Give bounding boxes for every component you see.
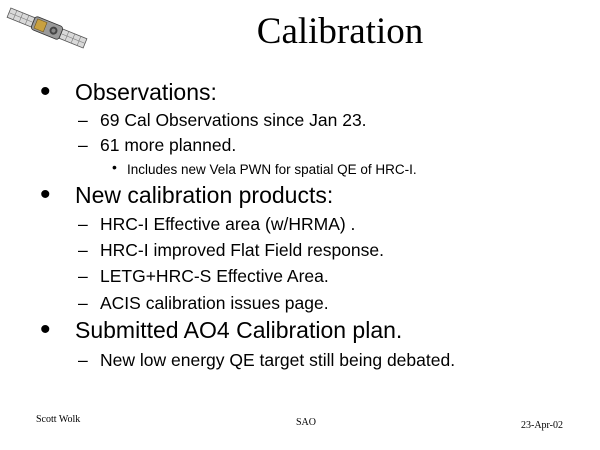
dash-6: – [78, 293, 88, 313]
dash-2: – [78, 135, 88, 155]
sub-list-item: Includes new Vela PWN for spatial QE of … [127, 162, 417, 177]
footer-date: 23-Apr-02 [521, 420, 564, 431]
bullet-3: • [40, 313, 51, 346]
footer-org: SAO [296, 417, 317, 428]
dash-1: – [78, 110, 88, 130]
section-heading-products: New calibration products: [75, 182, 334, 208]
sub-bullet: • [112, 159, 117, 175]
list-item: ACIS calibration issues page. [100, 293, 329, 313]
section-heading-ao4: Submitted AO4 Calibration plan. [75, 317, 403, 343]
list-item: LETG+HRC-S Effective Area. [100, 266, 329, 286]
list-item: HRC-I Effective area (w/HRMA) . [100, 214, 356, 234]
dash-3: – [78, 214, 88, 234]
bullet-1: • [40, 75, 51, 108]
list-item: 61 more planned. [100, 135, 237, 155]
footer-author: Scott Wolk [36, 414, 81, 425]
slide-title: Calibration [256, 11, 424, 52]
list-item: New low energy QE target still being deb… [100, 350, 456, 370]
dash-5: – [78, 266, 88, 286]
list-item: 69 Cal Observations since Jan 23. [100, 110, 367, 130]
dash-7: – [78, 350, 88, 370]
bullet-2: • [40, 178, 51, 211]
dash-4: – [78, 240, 88, 260]
list-item: HRC-I improved Flat Field response. [100, 240, 384, 260]
section-heading-observations: Observations: [75, 79, 217, 105]
satellite-icon [6, 7, 88, 49]
